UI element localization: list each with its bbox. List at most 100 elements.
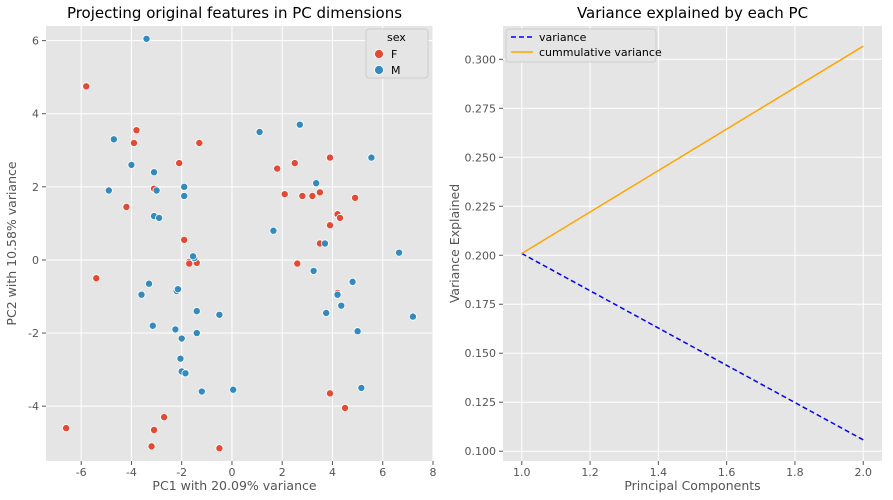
variance-x-tick-label: 2.0 <box>854 466 872 479</box>
scatter-point-m <box>215 310 224 319</box>
scatter-legend-box <box>365 28 429 79</box>
scatter-point-m <box>312 179 321 188</box>
scatter-point-f <box>175 159 184 168</box>
scatter-point-f <box>92 274 101 283</box>
variance-x-tick-label: 1.2 <box>581 466 599 479</box>
scatter-point-m <box>333 290 342 299</box>
scatter-point-f <box>215 444 224 453</box>
scatter-plot-area <box>46 26 433 461</box>
scatter-y-tick-label: 0 <box>32 254 39 267</box>
scatter-point-m <box>189 252 198 261</box>
scatter-point-f <box>298 191 307 200</box>
variance-x-axis-label: Principal Components <box>624 478 760 493</box>
scatter-point-f <box>132 126 141 135</box>
variance-y-tick-label: 0.100 <box>465 445 497 458</box>
scatter-point-f <box>293 259 302 268</box>
scatter-point-f <box>195 138 204 147</box>
scatter-x-tick-label: -6 <box>76 466 87 479</box>
variance-legend-box <box>505 28 657 63</box>
variance-ticks: 1.0 1.2 1.4 1.6 1.8 2.0 0.100 0.125 0.150 0.175 0.… <box>465 53 872 479</box>
variance-subplot: Variance explained by each PC 1.0 1.2 1.4 1… <box>447 4 882 493</box>
legend-marker-f <box>374 49 384 59</box>
scatter-point-f <box>150 425 159 434</box>
variance-grid <box>503 26 882 461</box>
scatter-x-tick-label: 4 <box>329 466 336 479</box>
scatter-point-m <box>322 308 331 317</box>
scatter-y-tick-label: -2 <box>28 327 39 340</box>
scatter-point-f <box>325 153 334 162</box>
cumulative-variance-line <box>521 45 864 255</box>
scatter-point-f <box>325 389 334 398</box>
scatter-point-m <box>152 186 161 195</box>
scatter-x-tick-label: 0 <box>228 466 235 479</box>
variance-line <box>521 252 864 441</box>
scatter-y-tick-label: 2 <box>32 181 39 194</box>
variance-y-tick-label: 0.200 <box>465 249 497 262</box>
variance-y-tick-label: 0.275 <box>465 102 497 115</box>
variance-y-tick-label: 0.125 <box>465 396 497 409</box>
scatter-point-m <box>353 327 362 336</box>
scatter-subplot: Projecting original features in PC dimen… <box>4 4 437 493</box>
variance-x-tick-label: 1.6 <box>718 466 736 479</box>
scatter-point-m <box>137 290 146 299</box>
scatter-legend: sex F M <box>365 28 429 79</box>
scatter-point-f <box>185 259 194 268</box>
variance-x-tick-label: 1.8 <box>786 466 804 479</box>
variance-y-tick-label: 0.250 <box>465 151 497 164</box>
scatter-point-m <box>145 279 154 288</box>
scatter-point-m <box>309 266 318 275</box>
scatter-point-m <box>104 186 113 195</box>
scatter-point-f <box>308 191 317 200</box>
scatter-y-tick-label: -4 <box>28 400 39 413</box>
scatter-x-tick-label: 6 <box>379 466 386 479</box>
scatter-point-f <box>280 190 289 199</box>
scatter-title: Projecting original features in PC dimen… <box>67 4 402 22</box>
scatter-point-f <box>82 82 91 91</box>
variance-plot-area <box>503 26 882 461</box>
scatter-point-m <box>127 160 136 169</box>
variance-y-tick-label: 0.300 <box>465 53 497 66</box>
scatter-x-tick-label: -2 <box>176 466 187 479</box>
scatter-point-f <box>129 138 138 147</box>
variance-lines <box>521 45 864 441</box>
scatter-point-m <box>395 248 404 257</box>
scatter-point-m <box>109 135 118 144</box>
scatter-x-axis-label: PC1 with 20.09% variance <box>152 478 316 493</box>
scatter-point-m <box>408 312 417 321</box>
scatter-point-m <box>171 325 180 334</box>
scatter-point-f <box>290 159 299 168</box>
scatter-x-tick-label: -4 <box>126 466 137 479</box>
scatter-point-m <box>142 34 151 43</box>
scatter-point-m <box>192 329 201 338</box>
scatter-point-m <box>155 213 164 222</box>
scatter-point-m <box>269 226 278 235</box>
legend-label-m: M <box>391 64 401 77</box>
scatter-point-m <box>357 383 366 392</box>
variance-title: Variance explained by each PC <box>577 4 808 22</box>
variance-x-tick-label: 1.0 <box>513 466 531 479</box>
variance-y-tick-label: 0.150 <box>465 347 497 360</box>
scatter-x-tick-label: 2 <box>279 466 286 479</box>
scatter-point-m <box>173 285 182 294</box>
scatter-point-m <box>348 277 357 286</box>
scatter-point-m <box>192 307 201 316</box>
scatter-point-m <box>180 191 189 200</box>
legend-label-cumulative: cummulative variance <box>539 46 662 59</box>
legend-label-f: F <box>391 48 397 61</box>
scatter-point-f <box>325 221 334 230</box>
scatter-point-m <box>148 321 157 330</box>
scatter-point-m <box>197 387 206 396</box>
scatter-point-m <box>150 168 159 177</box>
scatter-point-f <box>160 413 169 422</box>
scatter-point-f <box>147 442 156 451</box>
variance-y-tick-label: 0.175 <box>465 298 497 311</box>
scatter-points <box>62 34 417 453</box>
scatter-point-f <box>180 235 189 244</box>
scatter-ticks: -6 -4 -2 0 2 4 6 8 -4 -2 0 2 4 6 <box>28 35 436 479</box>
scatter-point-f <box>341 403 350 412</box>
variance-x-tick-label: 1.4 <box>650 466 668 479</box>
scatter-point-f <box>351 193 360 202</box>
scatter-point-f <box>62 424 71 433</box>
scatter-point-m <box>320 239 329 248</box>
